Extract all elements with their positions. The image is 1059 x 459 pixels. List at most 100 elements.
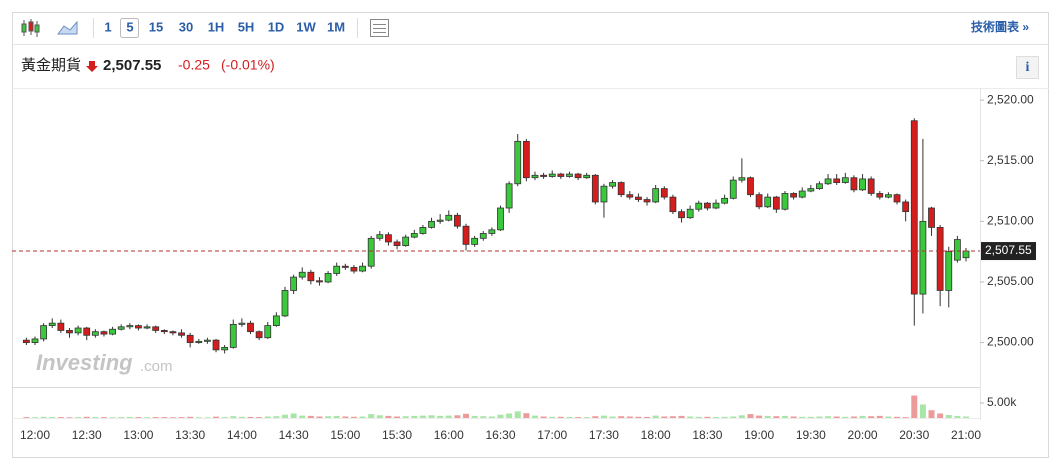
volume-bar (402, 416, 409, 418)
candle-body (238, 322, 246, 325)
candle-body (833, 178, 841, 183)
candle-body (557, 173, 565, 177)
candle-body (186, 334, 194, 343)
candle-icon[interactable] (21, 19, 40, 37)
interval-button[interactable]: 1M (327, 19, 345, 34)
candle-body (505, 183, 513, 209)
candle-body (204, 339, 211, 342)
candle-body (160, 330, 168, 333)
watermark: Investing .com (36, 350, 173, 375)
candle-body (316, 280, 323, 283)
candle-body (66, 330, 73, 334)
candle-body (109, 328, 116, 335)
candle-body (772, 196, 780, 210)
candle-body (591, 174, 599, 203)
candle-body (83, 327, 91, 336)
candle-body (790, 193, 797, 198)
volume-bar (894, 416, 901, 418)
volume-bar (57, 417, 64, 418)
candle-body (445, 214, 453, 221)
volume-bar (644, 416, 651, 418)
volume-bar (773, 416, 780, 418)
candle-body (807, 188, 815, 192)
volume-bar (454, 415, 461, 418)
volume-bar (342, 416, 349, 418)
volume-bar (299, 415, 306, 418)
volume-bar (600, 415, 607, 418)
candle-body (798, 190, 806, 198)
interval-button[interactable]: 5 (126, 19, 133, 34)
volume-bar (75, 417, 82, 418)
interval-button[interactable]: 1 (104, 19, 111, 34)
volume-bar (833, 416, 840, 418)
candle-body (574, 173, 582, 179)
interval-button[interactable]: 5H (238, 19, 255, 34)
candle-body (126, 325, 134, 328)
volume-bar (592, 416, 599, 418)
candle-body (393, 241, 401, 246)
interval-button[interactable]: 30 (179, 19, 193, 34)
frame (12, 12, 1049, 458)
interval-button[interactable]: 1W (296, 19, 316, 34)
candle-body (859, 178, 866, 191)
volume-bar (264, 416, 271, 418)
volume-bar (816, 416, 823, 418)
x-tick-label: 18:00 (641, 428, 671, 442)
volume-bar (790, 416, 797, 418)
volume-bar (876, 415, 883, 418)
volume-bar (506, 413, 513, 418)
candle-body (298, 271, 306, 278)
volume-bar (213, 416, 220, 418)
candle-body (747, 177, 754, 196)
volume-bar (531, 415, 538, 418)
candle-body (350, 267, 358, 272)
candle-body (100, 331, 108, 335)
volume-bar (885, 416, 892, 418)
x-tick-label: 14:30 (279, 428, 309, 442)
candle-body (635, 196, 642, 200)
candle-body (712, 202, 720, 209)
volume-bar (575, 417, 582, 418)
info-button[interactable] (1016, 56, 1039, 79)
candle-body (324, 273, 332, 283)
interval-button[interactable]: 1D (268, 19, 285, 34)
volume-bar (350, 416, 357, 418)
candle-body (264, 325, 272, 339)
x-tick-label: 20:00 (848, 428, 878, 442)
candle-body (419, 227, 427, 234)
interval-button[interactable]: 1H (208, 19, 225, 34)
table-icon[interactable] (370, 19, 389, 37)
interval-button[interactable]: 15 (149, 19, 163, 34)
volume-bar (687, 416, 694, 418)
info-icon[interactable]: i (1026, 60, 1030, 75)
volume-bar (445, 415, 452, 418)
volume-bar (152, 417, 159, 418)
candle-body (910, 120, 918, 295)
volume-bar (540, 416, 547, 418)
candle-body (660, 188, 668, 198)
candle-body (359, 265, 366, 272)
candle-body (462, 225, 470, 245)
volume-bar (523, 413, 530, 418)
candle-body (738, 177, 746, 181)
y-tick-label: 2,500.00 (987, 335, 1034, 349)
volume-bar (49, 416, 56, 418)
volume-bar (394, 416, 401, 418)
x-tick-label: 13:30 (175, 428, 205, 442)
down-arrow (86, 61, 98, 72)
interval-selected[interactable] (120, 18, 139, 38)
candle-body (57, 322, 65, 331)
x-tick-label: 14:00 (227, 428, 257, 442)
volume-bar (238, 416, 245, 418)
candle-body (272, 315, 280, 326)
volume-bar (385, 415, 392, 418)
area-icon[interactable] (57, 20, 78, 35)
candle-body (385, 234, 392, 243)
volume-bar (307, 415, 314, 418)
x-tick-label: 19:30 (796, 428, 826, 442)
technical-chart-link[interactable]: 技術圖表 » (971, 19, 1029, 34)
volume-bar (256, 417, 263, 418)
candle-body (669, 196, 677, 213)
candle-body (885, 194, 892, 198)
